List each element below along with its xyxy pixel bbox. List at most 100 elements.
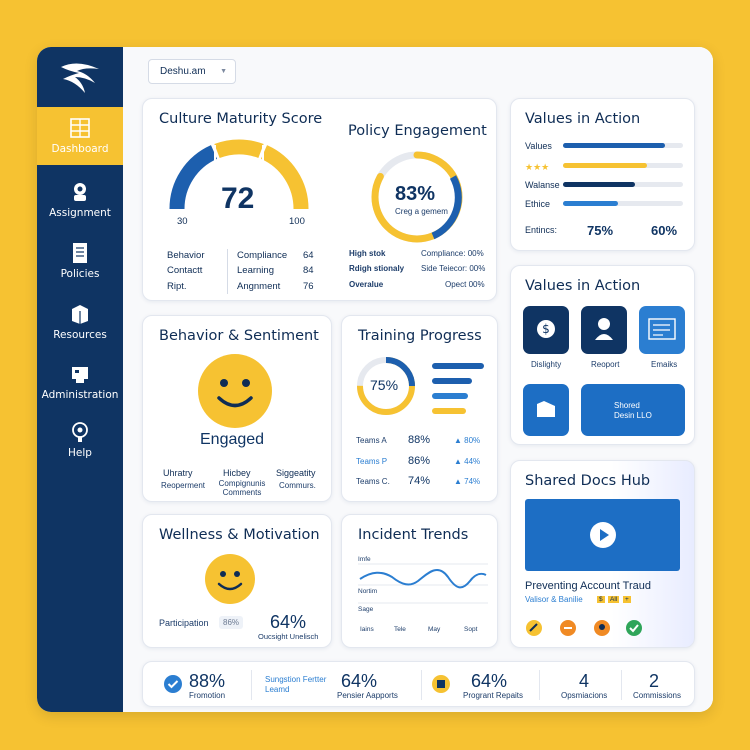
values-footer-a: 75% [587, 223, 614, 238]
training-percent: 75% [370, 377, 399, 393]
policy-row-value: Compliance: 00% [421, 249, 484, 258]
culture-metric-label: Learning [237, 265, 274, 276]
values-in-action-tiles-card: Values in Action $ Dislighty Reoport [510, 265, 695, 445]
culture-row-label: Ript. [167, 281, 187, 292]
dashboard-icon [70, 118, 90, 138]
dropdown-value: Deshu.am [160, 66, 206, 77]
policy-ring [371, 151, 463, 243]
check-icon[interactable] [625, 619, 643, 637]
values-bar-fill [563, 143, 665, 148]
tile-folder[interactable] [523, 384, 569, 436]
footer-stats-bar: 88% Fromotion Sungstion Fertter Leamd 64… [142, 661, 695, 707]
sidebar-item-administration[interactable]: Administration [37, 353, 123, 411]
values-bar-fill [563, 201, 619, 206]
values-row-label: Walanse [525, 180, 560, 190]
face-icon[interactable] [593, 619, 611, 637]
values-bar [563, 201, 683, 206]
video-title[interactable]: Preventing Account Traud [525, 580, 651, 592]
sidebar-item-resources[interactable]: Resources [37, 293, 123, 351]
team-delta: ▲ 44% [454, 457, 481, 466]
document-icon [648, 318, 676, 340]
policy-row-value: Opect 00% [445, 280, 485, 289]
tile-emaiks[interactable] [639, 306, 685, 354]
gauge-min-label: 30 [177, 216, 188, 227]
culture-score: 72 [221, 182, 255, 215]
card-title: Wellness & Motivation [159, 527, 320, 543]
wellness-label: Participation [159, 618, 209, 628]
card-title: Values in Action [525, 111, 641, 127]
sentiment-col-title: Siggeatity [276, 468, 316, 478]
sidebar-item-label: Assignment [49, 207, 111, 219]
sidebar-item-label: Administration [41, 389, 119, 401]
culture-metric-value: 84 [303, 265, 314, 276]
shared-design-tile[interactable]: Shored Desin LLO [581, 384, 685, 436]
values-bar-fill [563, 182, 635, 187]
sidebar-item-label: Help [68, 447, 92, 459]
culture-row-label: Contactt [167, 265, 203, 276]
sidebar-item-label: Resources [53, 329, 107, 341]
footer-label: Sungstion Fertter Leamd [265, 675, 327, 694]
chevron-down-icon: ▼ [220, 68, 227, 75]
y-axis-label: Nortim [358, 588, 378, 595]
values-row-label: Values [525, 141, 552, 151]
policy-sub: Creg a gemem [395, 207, 448, 216]
sidebar-item-dashboard[interactable]: Dashboard [37, 107, 123, 165]
values-bar [563, 182, 683, 187]
y-axis-label: Sage [358, 606, 374, 613]
video-sub: Valisor & Banilie [525, 595, 583, 604]
behavior-sentiment-card: Behavior & Sentiment Engaged Uhratry Reo… [142, 315, 332, 502]
wellness-chip: 86% [219, 616, 244, 629]
wellness-value: 64% [270, 612, 307, 632]
team-value: 88% [408, 434, 431, 446]
sidebar-item-label: Dashboard [51, 143, 109, 155]
training-ring [357, 357, 415, 415]
play-icon[interactable] [589, 521, 617, 549]
share-icon[interactable] [559, 619, 577, 637]
dollar-icon: $ [537, 320, 555, 338]
policy-row-label: Rdigh stionaly [349, 264, 405, 273]
footer-label: Fromotion [189, 691, 226, 700]
card-title: Values in Action [525, 278, 641, 294]
team-delta: ▲ 80% [454, 436, 481, 445]
sidebar-item-policies[interactable]: Policies [37, 232, 123, 290]
footer-label: Progrant Repaits [463, 691, 524, 700]
footer-value: 64% [471, 671, 508, 691]
values-row-label: ★★★ [525, 162, 550, 172]
footer-value: 64% [341, 671, 378, 691]
wellness-card: Wellness & Motivation Participation 86% … [142, 514, 332, 648]
gauge-max-label: 100 [289, 216, 305, 227]
smiley-face-icon [205, 554, 255, 604]
sentiment-col-sub: Compignunis Comments [218, 479, 266, 497]
policy-row-value: Side Teiecor: 00% [421, 264, 486, 273]
training-bar [432, 408, 466, 414]
workspace-dropdown[interactable]: Deshu.am ▼ [148, 59, 236, 84]
policy-row-label: High stok [349, 249, 386, 258]
sidebar-item-help[interactable]: Help [37, 411, 123, 469]
pencil-icon[interactable] [525, 619, 543, 637]
shared-line2: Desin LLO [614, 411, 652, 420]
team-delta: ▲ 74% [454, 477, 481, 486]
culture-metric-label: Angnment [237, 281, 281, 292]
footer-label: Pensier Aapports [337, 691, 398, 700]
sidebar-item-assignment[interactable]: Assignment [37, 171, 123, 229]
team-name: Teams P [356, 457, 388, 466]
administration-icon [72, 367, 88, 383]
assignment-icon [74, 183, 86, 201]
sentiment-col-title: Hicbey [223, 468, 251, 478]
card-title: Behavior & Sentiment [159, 328, 319, 344]
x-axis-label: Iains [360, 626, 374, 633]
shared-line1: Shored [614, 401, 640, 410]
tile-dislighty[interactable]: $ [523, 306, 569, 354]
policy-percent: 83% [395, 183, 436, 205]
sentiment-col-sub: Commurs. [279, 481, 316, 490]
footer-label: Commissions [633, 691, 682, 700]
team-value: 86% [408, 455, 431, 467]
values-bar [563, 163, 683, 168]
card-title: Shared Docs Hub [525, 473, 651, 489]
help-icon [72, 422, 88, 442]
incident-trends-card: Incident Trends Imfe Nortim Sage Iains T… [341, 514, 498, 648]
tile-reoport[interactable] [581, 306, 627, 354]
culture-metric-value: 76 [303, 281, 314, 292]
doc-tag: + [623, 596, 631, 603]
video-player[interactable] [525, 499, 680, 571]
